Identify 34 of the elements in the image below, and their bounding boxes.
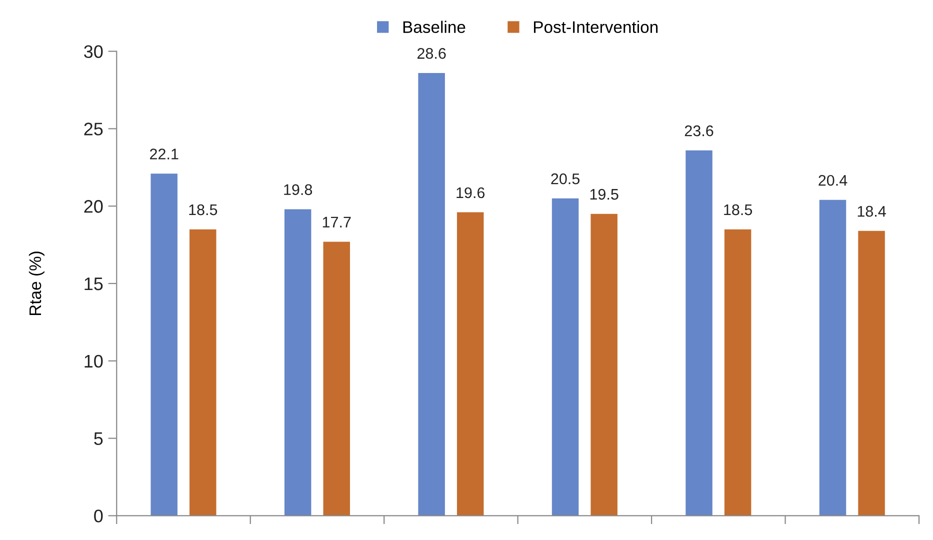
bar xyxy=(418,72,445,516)
bar xyxy=(456,212,484,516)
data-label: 19.5 xyxy=(590,188,618,200)
data-label: 19.6 xyxy=(456,187,485,198)
y-tick-label: 10 xyxy=(84,354,103,368)
y-axis-title: Rtae (%) xyxy=(28,252,44,316)
bar xyxy=(724,229,752,516)
y-tick-label: 20 xyxy=(84,200,103,213)
bar xyxy=(590,214,618,516)
data-label: 20.5 xyxy=(551,173,580,184)
data-label: 18.4 xyxy=(858,206,886,217)
data-label: 18.5 xyxy=(189,204,218,216)
data-label: 20.4 xyxy=(818,174,848,186)
data-label: 18.5 xyxy=(724,204,752,216)
data-label: 17.7 xyxy=(322,216,351,228)
legend-label: Baseline xyxy=(403,20,466,34)
bar xyxy=(150,174,178,516)
data-label: 22.1 xyxy=(150,148,178,160)
data-label: 19.8 xyxy=(284,184,312,196)
bar xyxy=(686,150,712,516)
y-tick-label: 25 xyxy=(84,122,103,136)
y-tick-label: 15 xyxy=(84,278,103,290)
data-label: 28.6 xyxy=(417,48,446,59)
bar xyxy=(323,242,350,516)
bar xyxy=(190,229,216,516)
bar xyxy=(284,209,312,516)
data-label: 23.6 xyxy=(684,125,714,136)
y-tick-label: 5 xyxy=(94,432,103,446)
bar xyxy=(552,198,579,516)
y-tick-label: 30 xyxy=(84,45,103,58)
legend-label: Post-Intervention xyxy=(534,20,658,34)
y-tick-label: 0 xyxy=(94,510,103,522)
bar xyxy=(858,230,885,516)
bar xyxy=(819,200,846,516)
